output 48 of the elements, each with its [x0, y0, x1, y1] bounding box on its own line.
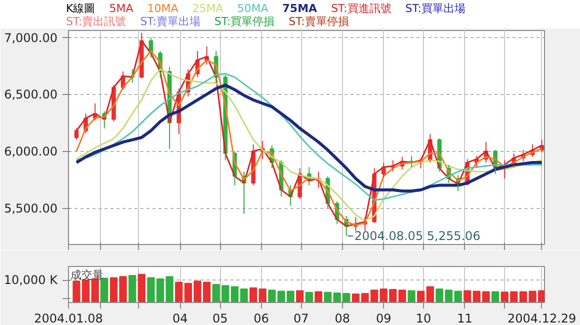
annotation: 2004.08.05 5,255.06: [354, 228, 480, 243]
y-tick-label: 5,500.00: [4, 202, 58, 216]
text: 10MA: [147, 2, 178, 15]
bar: [464, 290, 472, 302]
y-tick-label: 6,500.00: [4, 88, 58, 102]
x-tick-label: 06: [254, 312, 269, 325]
x-tick-label: 09: [376, 312, 392, 325]
bar: [258, 288, 266, 302]
bar: [417, 290, 425, 302]
bar: [305, 292, 313, 302]
text: 25MA: [192, 2, 224, 15]
text: ST:賣出訊號: [66, 15, 126, 28]
text: ST:買進訊號: [331, 2, 392, 15]
x-tick-label: 04: [172, 312, 188, 325]
bar: [249, 287, 258, 302]
bar: [128, 275, 136, 302]
y-tick-label: 7,000.00: [4, 30, 58, 45]
x-tick-label: 2004.01.08: [34, 312, 103, 325]
bar: [398, 290, 406, 302]
bar: [454, 290, 462, 302]
bar: [426, 286, 434, 302]
text: ST:買單停損: [214, 15, 275, 28]
line-series: [74, 84, 544, 192]
bar: [314, 291, 322, 302]
bar: [91, 278, 99, 302]
x-tick-label: 11: [457, 312, 472, 325]
y-tick-label: 6,000.00: [4, 144, 58, 159]
x-tick-label: 07: [294, 312, 309, 325]
text: 50MA: [237, 2, 268, 15]
bar: [408, 290, 416, 302]
x-tick-label: 05: [212, 312, 228, 325]
x-tick-label: 2004.12.29: [507, 312, 576, 325]
chart-title: 成交量: [70, 268, 104, 282]
chart-title: K線圖: [66, 2, 96, 15]
bar: [491, 291, 500, 302]
text: 5MA: [109, 2, 134, 15]
text: 75MA: [282, 2, 318, 15]
bar: [100, 278, 108, 302]
y-tick-label: 10,000 K: [4, 273, 59, 287]
bar: [175, 282, 183, 302]
bar: [296, 290, 304, 302]
text: ST:賣單出場: [140, 15, 200, 28]
x-tick-label: 08: [334, 312, 350, 325]
text: ST:賣單停損: [288, 15, 349, 28]
bar: [324, 292, 332, 302]
x-tick-label: 10: [416, 312, 432, 325]
text: ST:買單出場: [405, 2, 466, 15]
bar: [138, 274, 146, 302]
